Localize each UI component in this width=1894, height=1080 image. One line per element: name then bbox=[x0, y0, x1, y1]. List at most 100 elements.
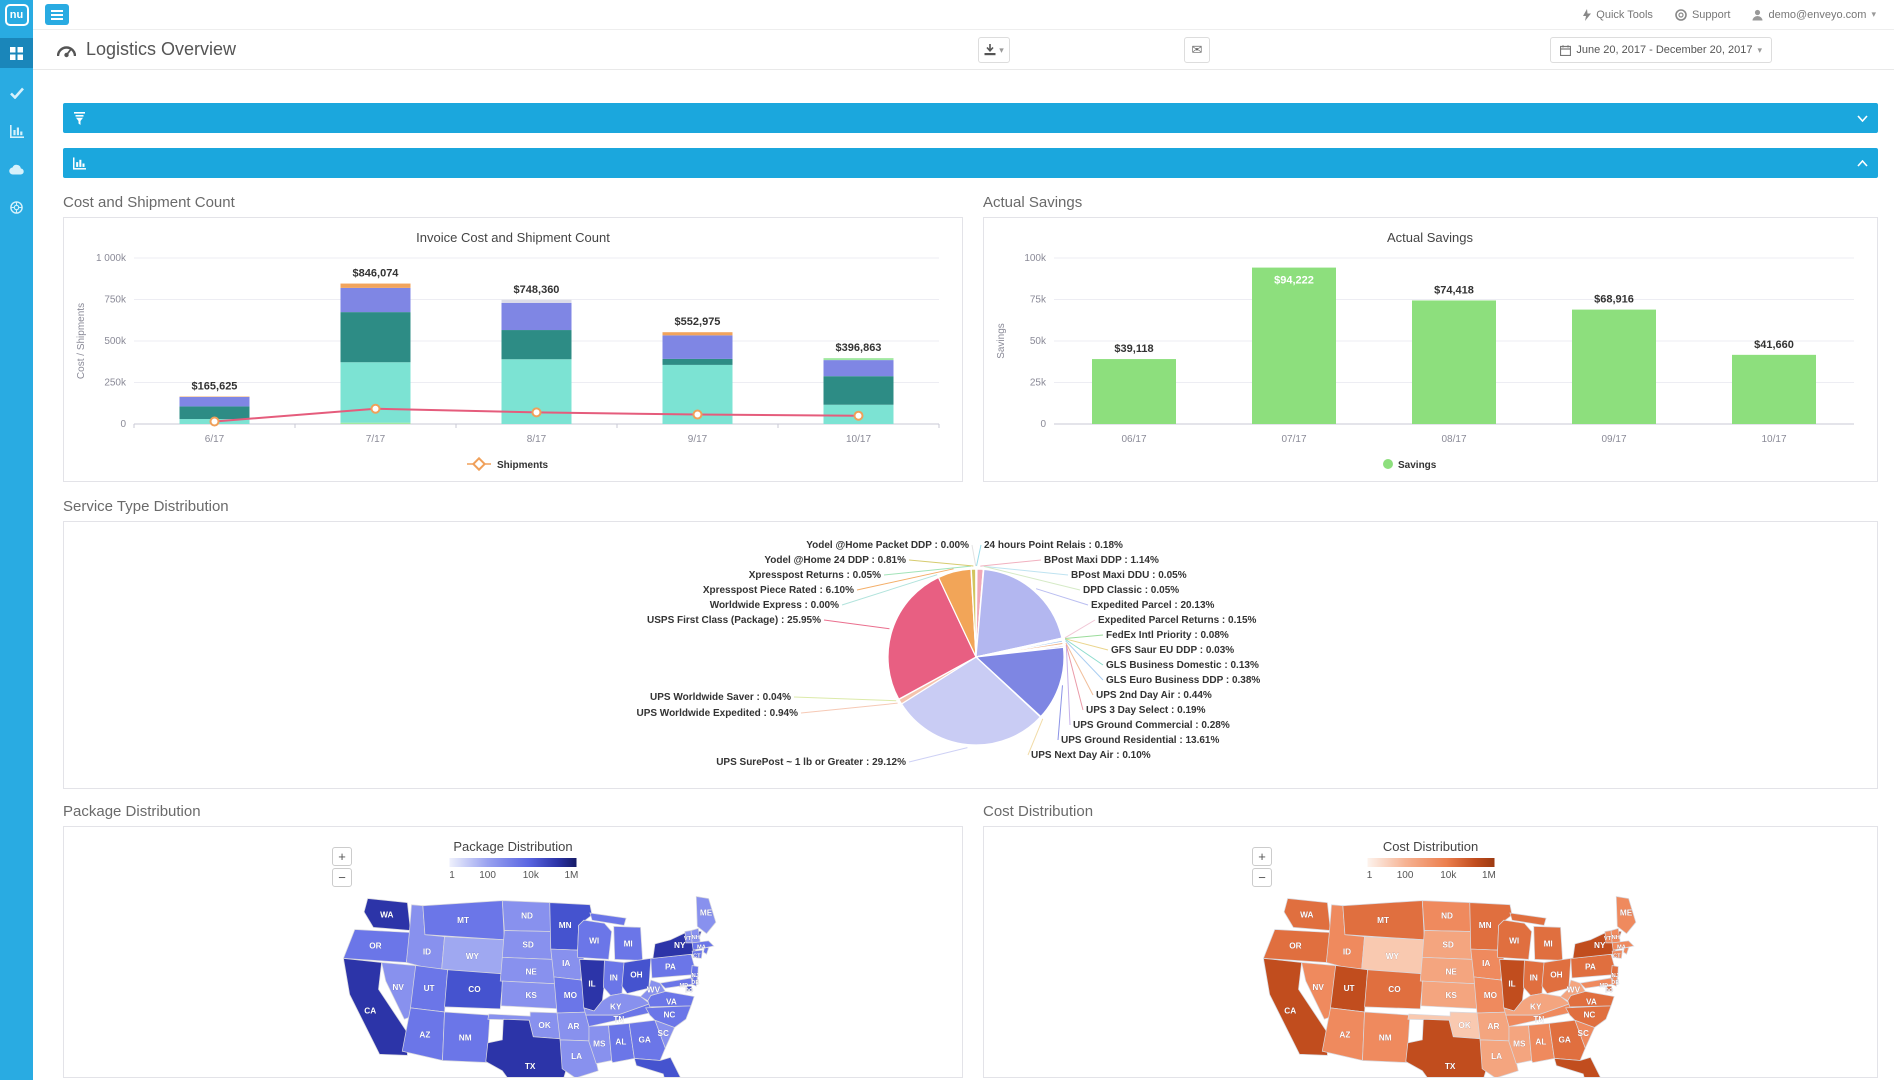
pie-slice-UPS SurePost ~ 1 lb or Greater[interactable] bbox=[900, 656, 1042, 746]
invoice-bar-segment-9/17[interactable] bbox=[662, 335, 733, 359]
map-zoom-out-button[interactable]: − bbox=[332, 868, 352, 887]
state-FL[interactable] bbox=[1553, 1056, 1612, 1078]
invoice-bar-segment-10/17[interactable] bbox=[823, 360, 894, 377]
sidebar-item-dashboard[interactable] bbox=[0, 38, 33, 68]
state-CO[interactable] bbox=[444, 969, 504, 1010]
savings-legend-label[interactable]: Savings bbox=[1398, 460, 1437, 471]
map-zoom-in-button[interactable]: + bbox=[332, 847, 352, 866]
package-map-legend-ticks: 1 100 10k 1M bbox=[449, 870, 578, 882]
state-TX[interactable] bbox=[485, 1018, 570, 1078]
savings-value-label: $41,660 bbox=[1754, 339, 1794, 351]
service-type-pie-chart[interactable]: 24 hours Point Relais : 0.18% BPost Maxi … bbox=[64, 522, 1877, 793]
sidebar-item-approvals[interactable] bbox=[0, 78, 33, 108]
savings-bar-09/17[interactable] bbox=[1572, 309, 1656, 424]
sidebar-item-settings[interactable] bbox=[0, 192, 33, 222]
invoice-bar-segment-6/17[interactable] bbox=[179, 406, 250, 420]
savings-bar-07/17[interactable] bbox=[1252, 267, 1336, 424]
state-DC[interactable] bbox=[1606, 985, 1612, 992]
menu-toggle-button[interactable] bbox=[45, 4, 69, 25]
shipments-point[interactable] bbox=[209, 416, 220, 427]
state-CO[interactable] bbox=[1364, 969, 1424, 1010]
state-MS[interactable] bbox=[1508, 1025, 1533, 1064]
state-OH[interactable] bbox=[1541, 957, 1572, 994]
invoice-bar-segment-7/17[interactable] bbox=[340, 422, 411, 424]
state-WA[interactable] bbox=[1283, 898, 1331, 931]
invoice-bar-segment-10/17[interactable] bbox=[823, 376, 894, 405]
invoice-bar-segment-8/17[interactable] bbox=[501, 299, 572, 303]
sidebar-item-cloud[interactable] bbox=[0, 154, 33, 184]
shipments-point[interactable] bbox=[370, 403, 381, 414]
shipments-legend-label[interactable]: Shipments bbox=[497, 460, 549, 471]
state-FL[interactable] bbox=[633, 1056, 692, 1078]
sidebar-item-reports[interactable] bbox=[0, 116, 33, 146]
state-DE[interactable] bbox=[1611, 975, 1618, 987]
state-WI[interactable] bbox=[1497, 919, 1533, 960]
state-AL[interactable] bbox=[1528, 1022, 1555, 1063]
state-RI[interactable] bbox=[703, 946, 710, 955]
date-range-label: June 20, 2017 - December 20, 2017 bbox=[1576, 44, 1753, 56]
life-ring-icon bbox=[10, 200, 23, 214]
invoice-bar-segment-10/17[interactable] bbox=[823, 358, 894, 361]
map-zoom-in-button[interactable]: + bbox=[1252, 847, 1272, 866]
pie-leader-line bbox=[1065, 644, 1084, 711]
state-MI[interactable] bbox=[1509, 912, 1547, 926]
savings-chart-svg: Actual Savings 0 25k 50k 75k 100k Savings $39,1… bbox=[996, 230, 1854, 471]
state-WI[interactable] bbox=[577, 919, 613, 960]
state-DC[interactable] bbox=[686, 985, 692, 992]
app-logo[interactable]: nu bbox=[0, 0, 33, 30]
state-GA[interactable] bbox=[1548, 1019, 1586, 1061]
state-ME[interactable] bbox=[695, 896, 717, 935]
state-NM[interactable] bbox=[442, 1011, 491, 1063]
savings-bar-08/17[interactable] bbox=[1412, 300, 1496, 424]
pie-slice-USPS First Class (Package)[interactable] bbox=[887, 576, 977, 701]
invoice-bar-segment-8/17[interactable] bbox=[501, 330, 572, 360]
cost-choropleth-map[interactable]: WA OR CA NV ID MT WY UT CO AZ NM ND SD NE KS OK TX MN IA MO… bbox=[1249, 883, 1641, 1078]
quick-tools-link[interactable]: Quick Tools bbox=[1583, 8, 1653, 21]
charts-section-bar[interactable] bbox=[63, 148, 1878, 178]
state-CT[interactable] bbox=[1611, 949, 1623, 959]
state-ME[interactable] bbox=[1615, 896, 1637, 935]
state-MI[interactable] bbox=[589, 912, 627, 926]
shipments-point[interactable] bbox=[531, 407, 542, 418]
state-RI[interactable] bbox=[1623, 946, 1630, 955]
shipments-point[interactable] bbox=[853, 410, 864, 421]
savings-bar-06/17[interactable] bbox=[1092, 359, 1176, 424]
shipments-point[interactable] bbox=[692, 409, 703, 420]
support-link[interactable]: Support bbox=[1675, 9, 1730, 21]
export-button[interactable]: ▾ bbox=[978, 37, 1010, 63]
email-report-button[interactable]: ✉ bbox=[1184, 37, 1210, 63]
invoice-bar-segment-9/17[interactable] bbox=[662, 332, 733, 336]
state-DE[interactable] bbox=[691, 975, 698, 987]
actual-savings-chart[interactable]: Actual Savings 0 25k 50k 75k 100k Savings $39,1… bbox=[984, 218, 1877, 485]
invoice-cost-chart[interactable]: Invoice Cost and Shipment Count 0 250k 500k… bbox=[64, 218, 962, 485]
state-WA[interactable] bbox=[363, 898, 411, 931]
invoice-bar-segment-9/17[interactable] bbox=[662, 358, 733, 365]
state-WV[interactable] bbox=[639, 979, 666, 1002]
filters-section-bar[interactable] bbox=[63, 103, 1878, 133]
pie-slice-UPS Ground Residential[interactable] bbox=[974, 646, 1065, 718]
invoice-bar-segment-6/17[interactable] bbox=[179, 396, 250, 407]
state-AL[interactable] bbox=[608, 1022, 635, 1063]
savings-bar-10/17[interactable] bbox=[1732, 354, 1816, 424]
state-GA[interactable] bbox=[628, 1019, 666, 1061]
date-range-picker[interactable]: June 20, 2017 - December 20, 2017 ▾ bbox=[1550, 37, 1772, 63]
pie-label-Expedited Parcel Returns: Expedited Parcel Returns : 0.15% bbox=[1098, 615, 1257, 626]
svg-text:100k: 100k bbox=[1024, 253, 1047, 264]
invoice-bar-segment-8/17[interactable] bbox=[501, 302, 572, 331]
pie-slice-Yodel @Home 24 DDP[interactable] bbox=[970, 568, 977, 658]
state-MS[interactable] bbox=[588, 1025, 613, 1064]
package-choropleth-map[interactable]: WA OR CA NV ID MT WY UT CO AZ NM ND SD NE KS OK TX MN IA MO… bbox=[329, 883, 721, 1078]
state-WV[interactable] bbox=[1559, 979, 1586, 1002]
invoice-bar-segment-7/17[interactable] bbox=[340, 283, 411, 288]
map-zoom-out-button[interactable]: − bbox=[1252, 868, 1272, 887]
invoice-bar-segment-7/17[interactable] bbox=[340, 312, 411, 363]
state-MA[interactable] bbox=[691, 940, 715, 951]
user-menu[interactable]: demo@enveyo.com ▾ bbox=[1752, 9, 1876, 21]
state-NM[interactable] bbox=[1362, 1011, 1411, 1063]
state-TX[interactable] bbox=[1405, 1018, 1490, 1078]
state-OH[interactable] bbox=[621, 957, 652, 994]
state-CT[interactable] bbox=[691, 949, 703, 959]
invoice-bar-segment-7/17[interactable] bbox=[340, 287, 411, 313]
pie-slice-Expedited Parcel[interactable] bbox=[975, 568, 1063, 658]
state-MA[interactable] bbox=[1611, 940, 1635, 951]
